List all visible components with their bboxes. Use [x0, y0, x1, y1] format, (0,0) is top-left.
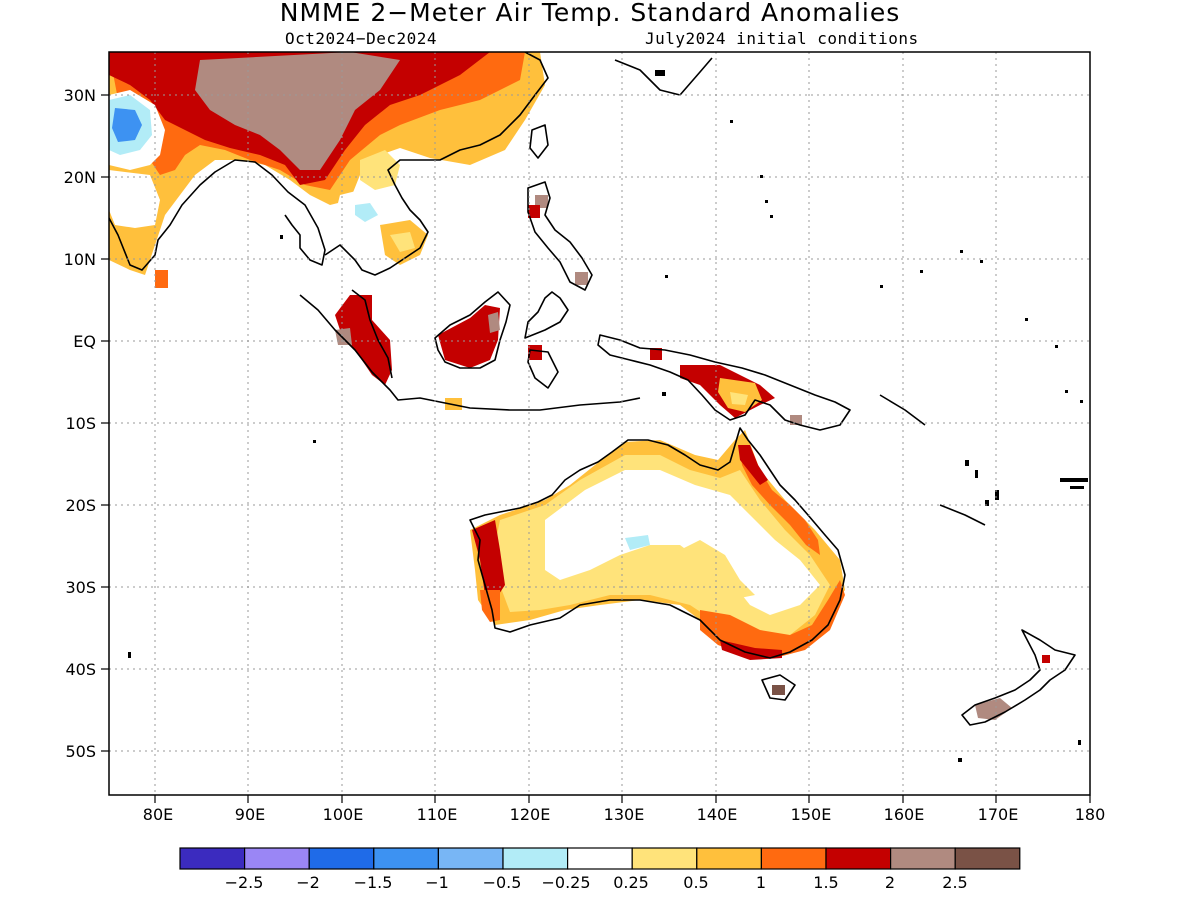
legend-label: 0.25	[613, 873, 649, 892]
legend-label: −2	[296, 873, 320, 892]
legend-swatch	[825, 847, 892, 870]
x-tick-100e: 100E	[323, 805, 364, 824]
y-tick-20s: 20S	[65, 496, 96, 515]
legend-swatch	[308, 847, 375, 870]
legend-swatch	[696, 847, 762, 870]
australia-anomaly	[470, 430, 845, 695]
chart-title: NMME 2−Meter Air Temp. Standard Anomalie…	[279, 0, 901, 27]
legend-label: −1	[425, 873, 449, 892]
map-field	[109, 52, 1090, 795]
islands	[128, 70, 1088, 762]
legend-label: 0.5	[683, 873, 708, 892]
legend-swatch	[760, 847, 827, 870]
y-axis-labels: 30N 20N 10N EQ 10S 20S 30S 40S 50S	[64, 86, 96, 761]
coastlines	[109, 52, 1076, 726]
x-tick-150e: 150E	[791, 805, 832, 824]
legend-label: −0.25	[541, 873, 590, 892]
legend-label: 2.5	[942, 873, 967, 892]
y-tick-50s: 50S	[65, 742, 96, 761]
tick-marks	[101, 94, 1091, 803]
y-tick-10s: 10S	[65, 414, 96, 433]
x-tick-130e: 130E	[604, 805, 645, 824]
grid-lines	[109, 52, 1090, 795]
x-axis-labels: 80E 90E 100E 110E 120E 130E 140E 150E 16…	[143, 805, 1106, 824]
x-tick-160e: 160E	[884, 805, 925, 824]
legend-swatch	[889, 847, 956, 870]
x-tick-120e: 120E	[510, 805, 551, 824]
x-tick-90e: 90E	[235, 805, 265, 824]
legend-label: −1.5	[354, 873, 393, 892]
x-tick-180: 180	[1075, 805, 1106, 824]
x-tick-110e: 110E	[417, 805, 458, 824]
legend-swatch	[631, 847, 698, 870]
legend-swatch	[502, 847, 569, 870]
legend-swatch	[566, 847, 633, 870]
y-tick-30n: 30N	[64, 86, 96, 105]
new-zealand-anomaly	[975, 655, 1050, 720]
y-tick-10n: 10N	[64, 250, 96, 269]
y-tick-40s: 40S	[65, 660, 96, 679]
legend-swatch	[437, 847, 504, 870]
forecast-period: Oct2024−Dec2024	[285, 29, 437, 48]
x-tick-80e: 80E	[143, 805, 173, 824]
color-legend	[179, 847, 1021, 870]
legend-label: −0.5	[483, 873, 522, 892]
initial-conditions: July2024 initial conditions	[645, 29, 919, 48]
y-tick-30s: 30S	[65, 578, 96, 597]
x-tick-140e: 140E	[697, 805, 738, 824]
y-tick-20n: 20N	[64, 168, 96, 187]
legend-label: −2.5	[225, 873, 264, 892]
legend-label: 1	[756, 873, 766, 892]
maritime-continent-anomaly	[335, 195, 662, 410]
legend-label: 2	[885, 873, 895, 892]
x-tick-170e: 170E	[978, 805, 1019, 824]
legend-swatch	[244, 847, 310, 870]
legend-swatch	[954, 847, 1021, 870]
legend-label: 1.5	[813, 873, 838, 892]
y-tick-eq: EQ	[73, 332, 96, 351]
legend-swatch	[373, 847, 439, 870]
asia-anomaly	[109, 52, 545, 288]
legend-swatch	[179, 847, 246, 870]
color-legend-labels: −2.5 −2 −1.5 −1 −0.5 −0.25 0.25 0.5 1 1.…	[225, 873, 968, 892]
